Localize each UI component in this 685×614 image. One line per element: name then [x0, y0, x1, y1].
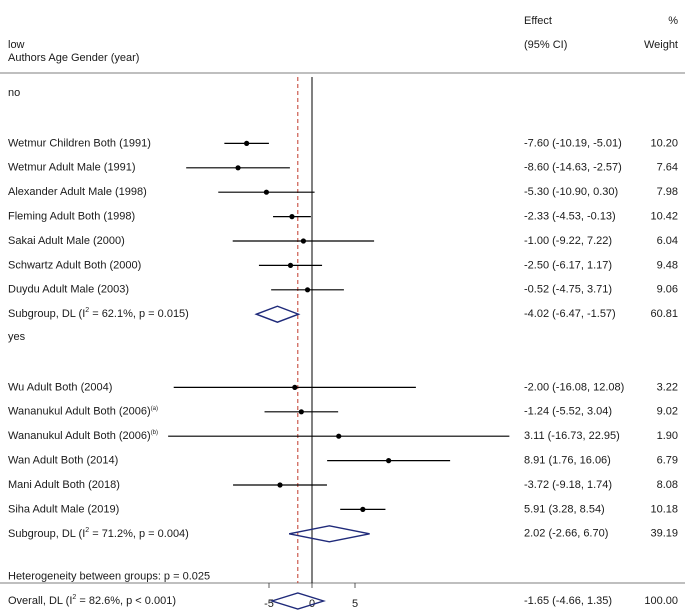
overall-label: Overall, DL (I2 = 82.6%, p < 0.001): [8, 594, 176, 607]
study-label: Wananukul Adult Both (2006)(a): [8, 405, 158, 417]
weight-value: 10.20: [650, 137, 678, 149]
point-estimate: [263, 189, 270, 195]
effect-ci-value: -5.30 (-10.90, 0.30): [524, 186, 618, 198]
effect-ci-value: -4.02 (-6.47, -1.57): [524, 308, 616, 320]
axis-tick-label: 5: [352, 598, 358, 610]
point-estimate: [244, 140, 250, 146]
point-estimate: [304, 287, 311, 293]
effect-ci-value: -1.65 (-4.66, 1.35): [524, 595, 612, 607]
weight-value: 100.00: [644, 595, 678, 607]
weight-value: 9.48: [657, 259, 678, 271]
weight-value: 7.64: [657, 162, 678, 174]
point-estimate: [386, 458, 392, 464]
point-estimate: [292, 384, 298, 390]
effect-ci-value: -7.60 (-10.19, -5.01): [524, 137, 622, 149]
subgroup-summary-label: Subgroup, DL (I2 = 71.2%, p = 0.004): [8, 527, 189, 540]
point-estimate: [360, 506, 366, 512]
subgroup-diamond: [254, 305, 301, 323]
effect-ci-value: -2.50 (-6.17, 1.17): [524, 259, 612, 271]
effect-ci-value: 2.02 (-2.66, 6.70): [524, 528, 608, 540]
weight-value: 6.04: [657, 235, 678, 247]
subgroup-diamond: [288, 525, 370, 543]
weight-value: 1.90: [657, 430, 678, 442]
study-label: Wananukul Adult Both (2006)(b): [8, 430, 158, 442]
study-label: Wu Adult Both (2004): [8, 381, 112, 393]
heterogeneity-note: Heterogeneity between groups: p = 0.025: [8, 571, 210, 583]
group-variable-header: low: [8, 39, 25, 51]
point-estimate: [287, 262, 294, 268]
study-label: Sakai Adult Male (2000): [8, 235, 125, 247]
axis-tick-label: -5: [264, 598, 274, 610]
effect-ci-value: -3.72 (-9.18, 1.74): [524, 479, 612, 491]
weight-value: 9.06: [657, 284, 678, 296]
study-label: Alexander Adult Male (1998): [8, 186, 147, 198]
point-estimate: [277, 482, 283, 488]
effect-ci-value: -8.60 (-14.63, -2.57): [524, 162, 622, 174]
point-estimate: [298, 409, 304, 415]
effect-ci-value: -1.00 (-9.22, 7.22): [524, 235, 612, 247]
effect-ci-value: 5.91 (3.28, 8.54): [524, 503, 605, 515]
weight-value: 10.18: [650, 503, 678, 515]
effect-header: Effect: [524, 15, 552, 27]
effect-ci-value: -0.52 (-4.75, 3.71): [524, 284, 612, 296]
effect-ci-value: 3.11 (-16.73, 22.95): [524, 430, 620, 442]
effect-ci-value: 8.91 (1.76, 16.06): [524, 455, 611, 467]
point-estimate: [336, 433, 342, 439]
effect-ci-value: -2.33 (-4.53, -0.13): [524, 211, 616, 223]
weight-value: 39.19: [650, 528, 678, 540]
study-column-header: Authors Age Gender (year): [8, 52, 139, 64]
effect-ci-value: -1.24 (-5.52, 3.04): [524, 406, 612, 418]
subgroup-summary-label: Subgroup, DL (I2 = 62.1%, p = 0.015): [8, 307, 189, 320]
point-estimate: [235, 165, 241, 171]
subgroup-heading: no: [8, 87, 20, 99]
weight-value: 9.02: [657, 406, 678, 418]
study-label: Wan Adult Both (2014): [8, 455, 118, 467]
weight-value: 10.42: [650, 211, 678, 223]
study-label: Wetmur Children Both (1991): [8, 137, 151, 149]
weight-value: 60.81: [650, 308, 678, 320]
study-label: Schwartz Adult Both (2000): [8, 259, 141, 271]
effect-ci-value: -2.00 (-16.08, 12.08): [524, 381, 624, 393]
weight-value: 6.79: [657, 455, 678, 467]
weight-value: 8.08: [657, 479, 678, 491]
study-label: Mani Adult Both (2018): [8, 479, 120, 491]
study-label: Fleming Adult Both (1998): [8, 211, 135, 223]
study-label: Wetmur Adult Male (1991): [8, 162, 136, 174]
weight-header: Weight: [644, 39, 678, 51]
study-label: Duydu Adult Male (2003): [8, 284, 129, 296]
percent-header: %: [668, 15, 678, 27]
subgroup-heading: yes: [8, 331, 26, 343]
point-estimate: [289, 214, 295, 220]
weight-value: 3.22: [657, 381, 678, 393]
overall-diamond: [269, 592, 326, 610]
study-label: Siha Adult Male (2019): [8, 503, 119, 515]
ci-header: (95% CI): [524, 39, 567, 51]
point-estimate: [300, 238, 306, 244]
weight-value: 7.98: [657, 186, 678, 198]
